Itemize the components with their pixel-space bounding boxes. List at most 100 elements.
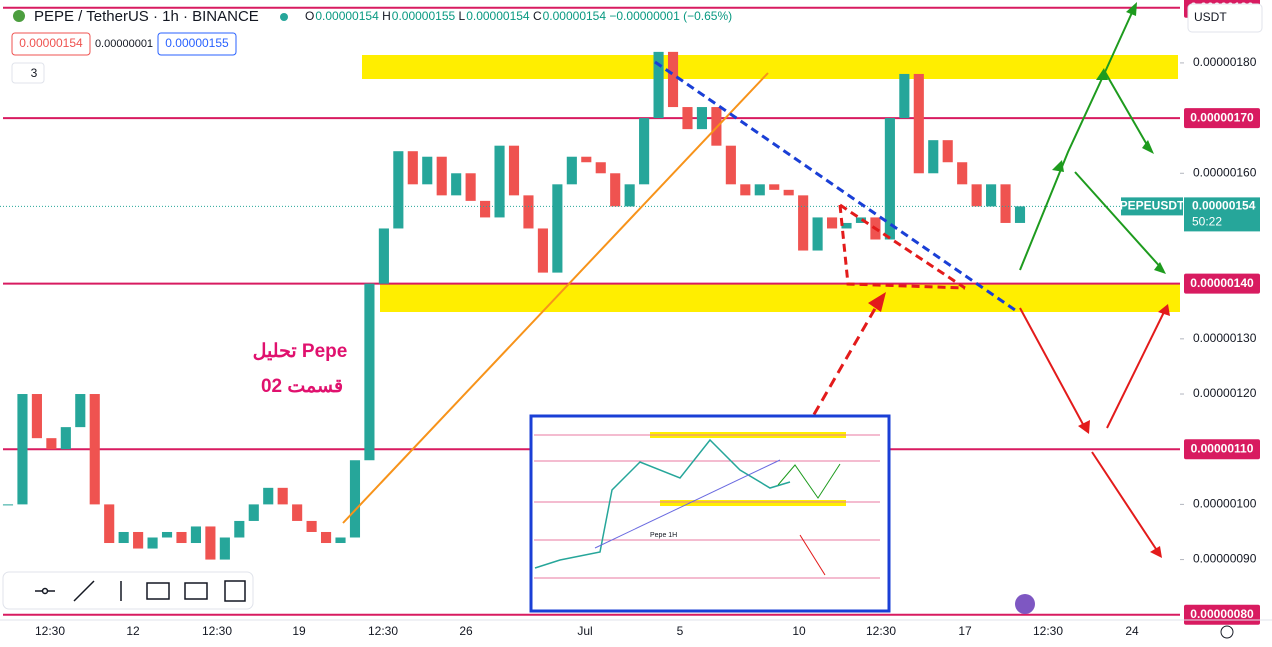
candle: [798, 195, 809, 251]
candle: [104, 504, 115, 544]
ohlc-value: 0.00000154: [466, 9, 530, 23]
ohlc-label: L: [459, 9, 466, 23]
candle: [826, 217, 838, 229]
candle: [942, 140, 953, 163]
symbol: PEPE / TetherUS · 1h · BINANCE: [34, 8, 259, 25]
spread: 0.00000001: [95, 38, 153, 50]
candle: [89, 394, 100, 505]
x-tick-label: 12:30: [202, 624, 232, 638]
scenario-down: [1019, 307, 1166, 553]
candle: [754, 184, 765, 196]
candle: [161, 531, 173, 538]
candle: [436, 156, 447, 196]
arrow-heads: [1052, 2, 1166, 274]
candle: [639, 118, 650, 185]
candle: [899, 73, 910, 119]
x-tick-label: 19: [292, 624, 306, 638]
candle: [783, 189, 794, 196]
event-icon[interactable]: [1015, 594, 1035, 614]
level-label: 0.00000080: [1190, 607, 1254, 621]
arrow-head: [868, 292, 886, 312]
candle: [133, 531, 144, 549]
x-tick-label: 12:30: [35, 624, 65, 638]
candle: [928, 140, 939, 174]
candle: [263, 487, 274, 505]
x-tick-label: 12: [126, 624, 140, 638]
candle: [537, 228, 548, 273]
y-tick-label: 0.00000090: [1193, 552, 1257, 566]
candle: [523, 195, 534, 229]
trend-line: [342, 72, 769, 524]
candle: [219, 537, 230, 560]
x-tick-label: 24: [1125, 624, 1139, 638]
candle: [292, 504, 303, 521]
candle: [653, 51, 664, 119]
x-tick-label: Jul: [577, 624, 592, 638]
candle: [190, 526, 202, 544]
sell-price: 0.00000154: [19, 36, 83, 50]
ohlc-value: 0.00000155: [392, 9, 456, 23]
level-label: 0.00000170: [1190, 110, 1254, 124]
candle: [17, 394, 28, 505]
annotation: قسمت 02: [261, 376, 343, 397]
candle: [46, 438, 57, 450]
ohlc-label: O: [305, 9, 314, 23]
indicator-count: 3: [31, 66, 38, 80]
ohlc: O0.00000154 H0.00000155 L0.00000154 C0.0…: [305, 9, 732, 23]
candle: [769, 184, 780, 190]
support-zone: [380, 284, 1182, 312]
candle: [407, 151, 418, 185]
resistance-zone: [362, 55, 1178, 79]
candle: [913, 73, 924, 174]
candle: [378, 228, 389, 284]
y-tick-label: 0.00000130: [1193, 331, 1257, 345]
sell-button[interactable]: [11, 32, 91, 56]
candle: [176, 531, 187, 544]
buy-button[interactable]: [157, 32, 237, 56]
symbol-tag: [1121, 197, 1183, 216]
candle: [320, 531, 332, 544]
drawing-toolbar: [2, 571, 254, 610]
x-tick-label: 5: [677, 624, 684, 638]
candle: [552, 184, 563, 273]
svg-text:Pepe 1H: Pepe 1H: [650, 532, 677, 539]
level-tag: [1184, 439, 1260, 460]
x-tick-label: 26: [459, 624, 473, 638]
symbol-tag-label: PEPEUSDT: [1120, 199, 1185, 213]
x-tick-label: 12:30: [1033, 624, 1063, 638]
candle: [971, 184, 982, 207]
y-tick-label: 0.00000160: [1193, 165, 1257, 179]
candle: [118, 531, 129, 544]
candle: [740, 184, 751, 196]
candle: [349, 460, 361, 538]
candle: [494, 145, 505, 218]
candle: [725, 145, 736, 185]
candle: [957, 162, 968, 185]
buy-price: 0.00000155: [165, 36, 229, 50]
x-tick-label: 10: [792, 624, 806, 638]
candle: [581, 156, 592, 163]
candle: [234, 520, 245, 538]
candle: [1000, 184, 1011, 223]
settings[interactable]: [1220, 625, 1234, 639]
candle: [393, 151, 404, 229]
y-tick-label: 0.00000120: [1193, 386, 1257, 400]
price-tag: [1184, 197, 1260, 232]
candle: [855, 217, 867, 223]
candle: [566, 156, 577, 185]
candle: [465, 173, 476, 201]
candle: [595, 162, 606, 174]
arrow-heads: [1078, 304, 1170, 558]
scenario-up: [1019, 5, 1164, 271]
price-axis: [1180, 0, 1272, 620]
indicators-toggle[interactable]: [11, 62, 45, 84]
candle: [884, 118, 895, 240]
trend-line: [654, 60, 1016, 312]
currency-select[interactable]: [1187, 3, 1263, 33]
level-tag: [1184, 108, 1260, 129]
candle: [2, 504, 14, 506]
ohlc-label: H: [382, 9, 391, 23]
candle: [812, 217, 823, 251]
candle: [147, 537, 158, 549]
candle: [624, 184, 635, 207]
